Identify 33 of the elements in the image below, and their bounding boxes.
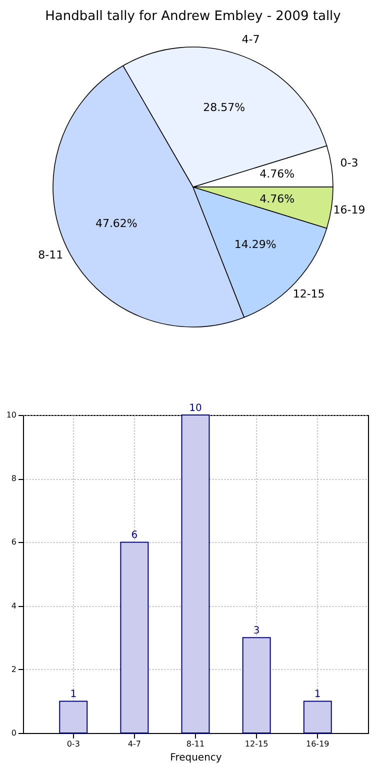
data-label: 4.76%: [260, 167, 295, 180]
bar: [242, 637, 271, 734]
y-tick-label: 10: [6, 410, 16, 420]
data-label: 6: [131, 530, 138, 542]
data-label: 10: [189, 403, 202, 414]
data-label: 14.29%: [234, 238, 276, 251]
data-label: 1: [314, 689, 321, 700]
y-tick-label: 8: [11, 474, 16, 484]
chart-title: Handball tally for Andrew Embley - 2009 tally: [45, 9, 342, 24]
data-label: 47.62%: [95, 216, 138, 230]
slice-label: 16-19: [333, 204, 366, 217]
bar: [59, 700, 88, 734]
y-tick-label: 0: [11, 728, 16, 738]
slice-label: 0-3: [340, 156, 358, 170]
x-tick-label: 0-3: [66, 740, 80, 748]
data-label: 28.57%: [203, 100, 246, 114]
bar: [303, 700, 332, 734]
bar: [120, 542, 149, 734]
y-tick-label: 6: [11, 538, 16, 547]
y-tick-label: 2: [11, 664, 16, 674]
slice-label: 8-11: [38, 248, 64, 262]
x-tick-label: 12-15: [244, 740, 268, 748]
x-tick-label: 16-19: [306, 740, 330, 748]
bar: [181, 414, 210, 734]
y-tick-label: 4: [11, 601, 16, 610]
data-label: 4.76%: [260, 192, 295, 206]
slice-label: 4-7: [242, 32, 260, 46]
data-label: 3: [253, 626, 260, 637]
x-axis-title: Frequency: [170, 752, 222, 764]
data-label: 1: [70, 689, 77, 700]
slice-label: 12-15: [292, 287, 325, 300]
x-tick-label: 4-7: [128, 740, 141, 748]
x-tick-label: 8-11: [186, 740, 205, 748]
